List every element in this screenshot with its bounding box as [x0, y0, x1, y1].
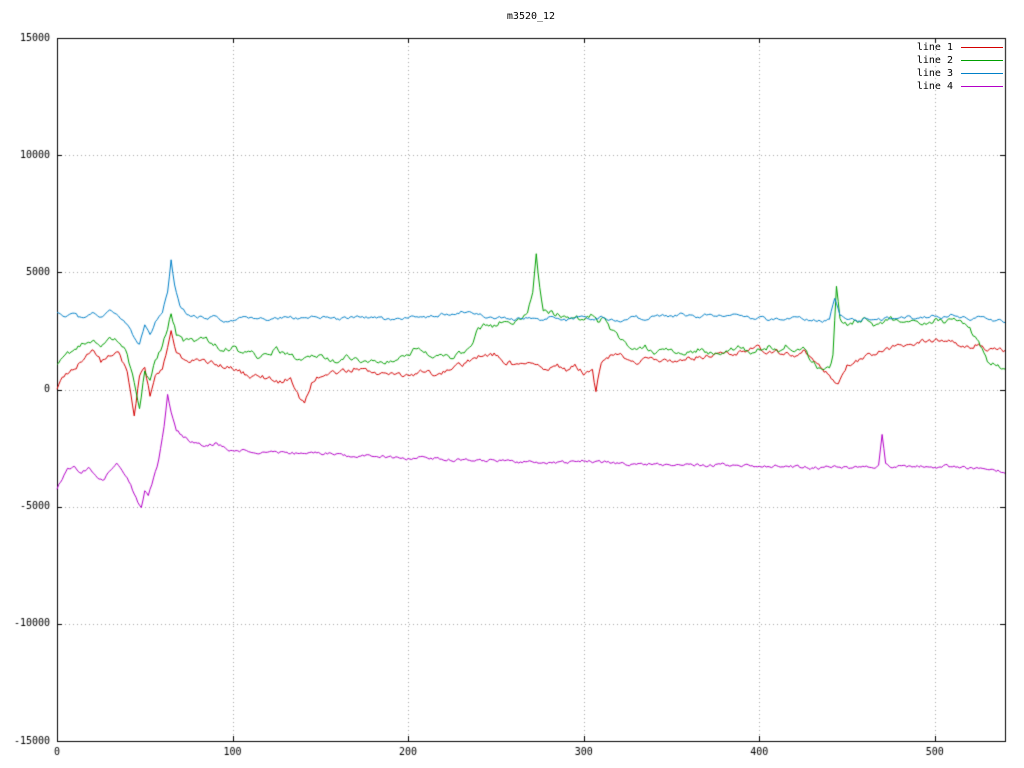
- chart-title: m3520_12: [506, 11, 556, 22]
- legend-line-sample: [961, 60, 1003, 61]
- legend: line 1 line 2 line 3 line 4: [917, 41, 1003, 93]
- legend-label: line 4: [916, 81, 953, 92]
- legend-item: line 3: [917, 67, 1003, 80]
- legend-label: line 1: [916, 42, 953, 53]
- legend-item: line 2: [917, 54, 1003, 67]
- legend-line-sample: [961, 86, 1003, 87]
- legend-label: line 2: [916, 55, 953, 66]
- legend-item: line 4: [917, 80, 1003, 93]
- legend-line-sample: [961, 73, 1003, 74]
- legend-item: line 1: [917, 41, 1003, 54]
- legend-label: line 3: [916, 68, 953, 79]
- legend-line-sample: [961, 47, 1003, 48]
